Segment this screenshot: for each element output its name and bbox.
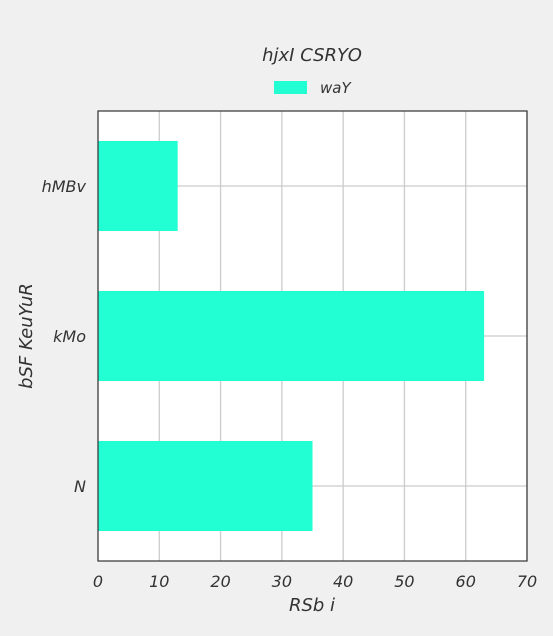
bars <box>98 141 485 531</box>
chart-title: hjxI CSRYO <box>262 45 362 66</box>
x-tick-label: 10 <box>149 572 169 591</box>
bar-N <box>98 441 313 531</box>
x-tick-label: 20 <box>210 572 230 591</box>
legend: waY <box>274 79 352 97</box>
x-tick-label: 60 <box>456 572 476 591</box>
x-tick-label: 30 <box>272 572 292 591</box>
x-tick-label: 40 <box>333 572 353 591</box>
legend-label: waY <box>320 79 352 97</box>
bar-hMBv <box>98 141 178 231</box>
y-tick-label: N <box>74 477 86 496</box>
x-tick-label: 0 <box>93 572 103 591</box>
bar-kMo <box>98 291 485 381</box>
legend-swatch <box>274 81 307 94</box>
y-tick-label: kMo <box>53 327 86 346</box>
y-axis-ticks: hMBv kMo N <box>42 177 87 496</box>
x-tick-label: 70 <box>517 572 537 591</box>
x-tick-label: 50 <box>394 572 414 591</box>
y-axis-label: bSF KeuYuR <box>16 283 37 389</box>
x-axis-ticks: 0 10 20 30 40 50 60 70 <box>93 572 537 591</box>
x-axis-label: RSb i <box>289 595 335 616</box>
y-tick-label: hMBv <box>42 177 87 196</box>
plot-frame <box>97 110 528 562</box>
